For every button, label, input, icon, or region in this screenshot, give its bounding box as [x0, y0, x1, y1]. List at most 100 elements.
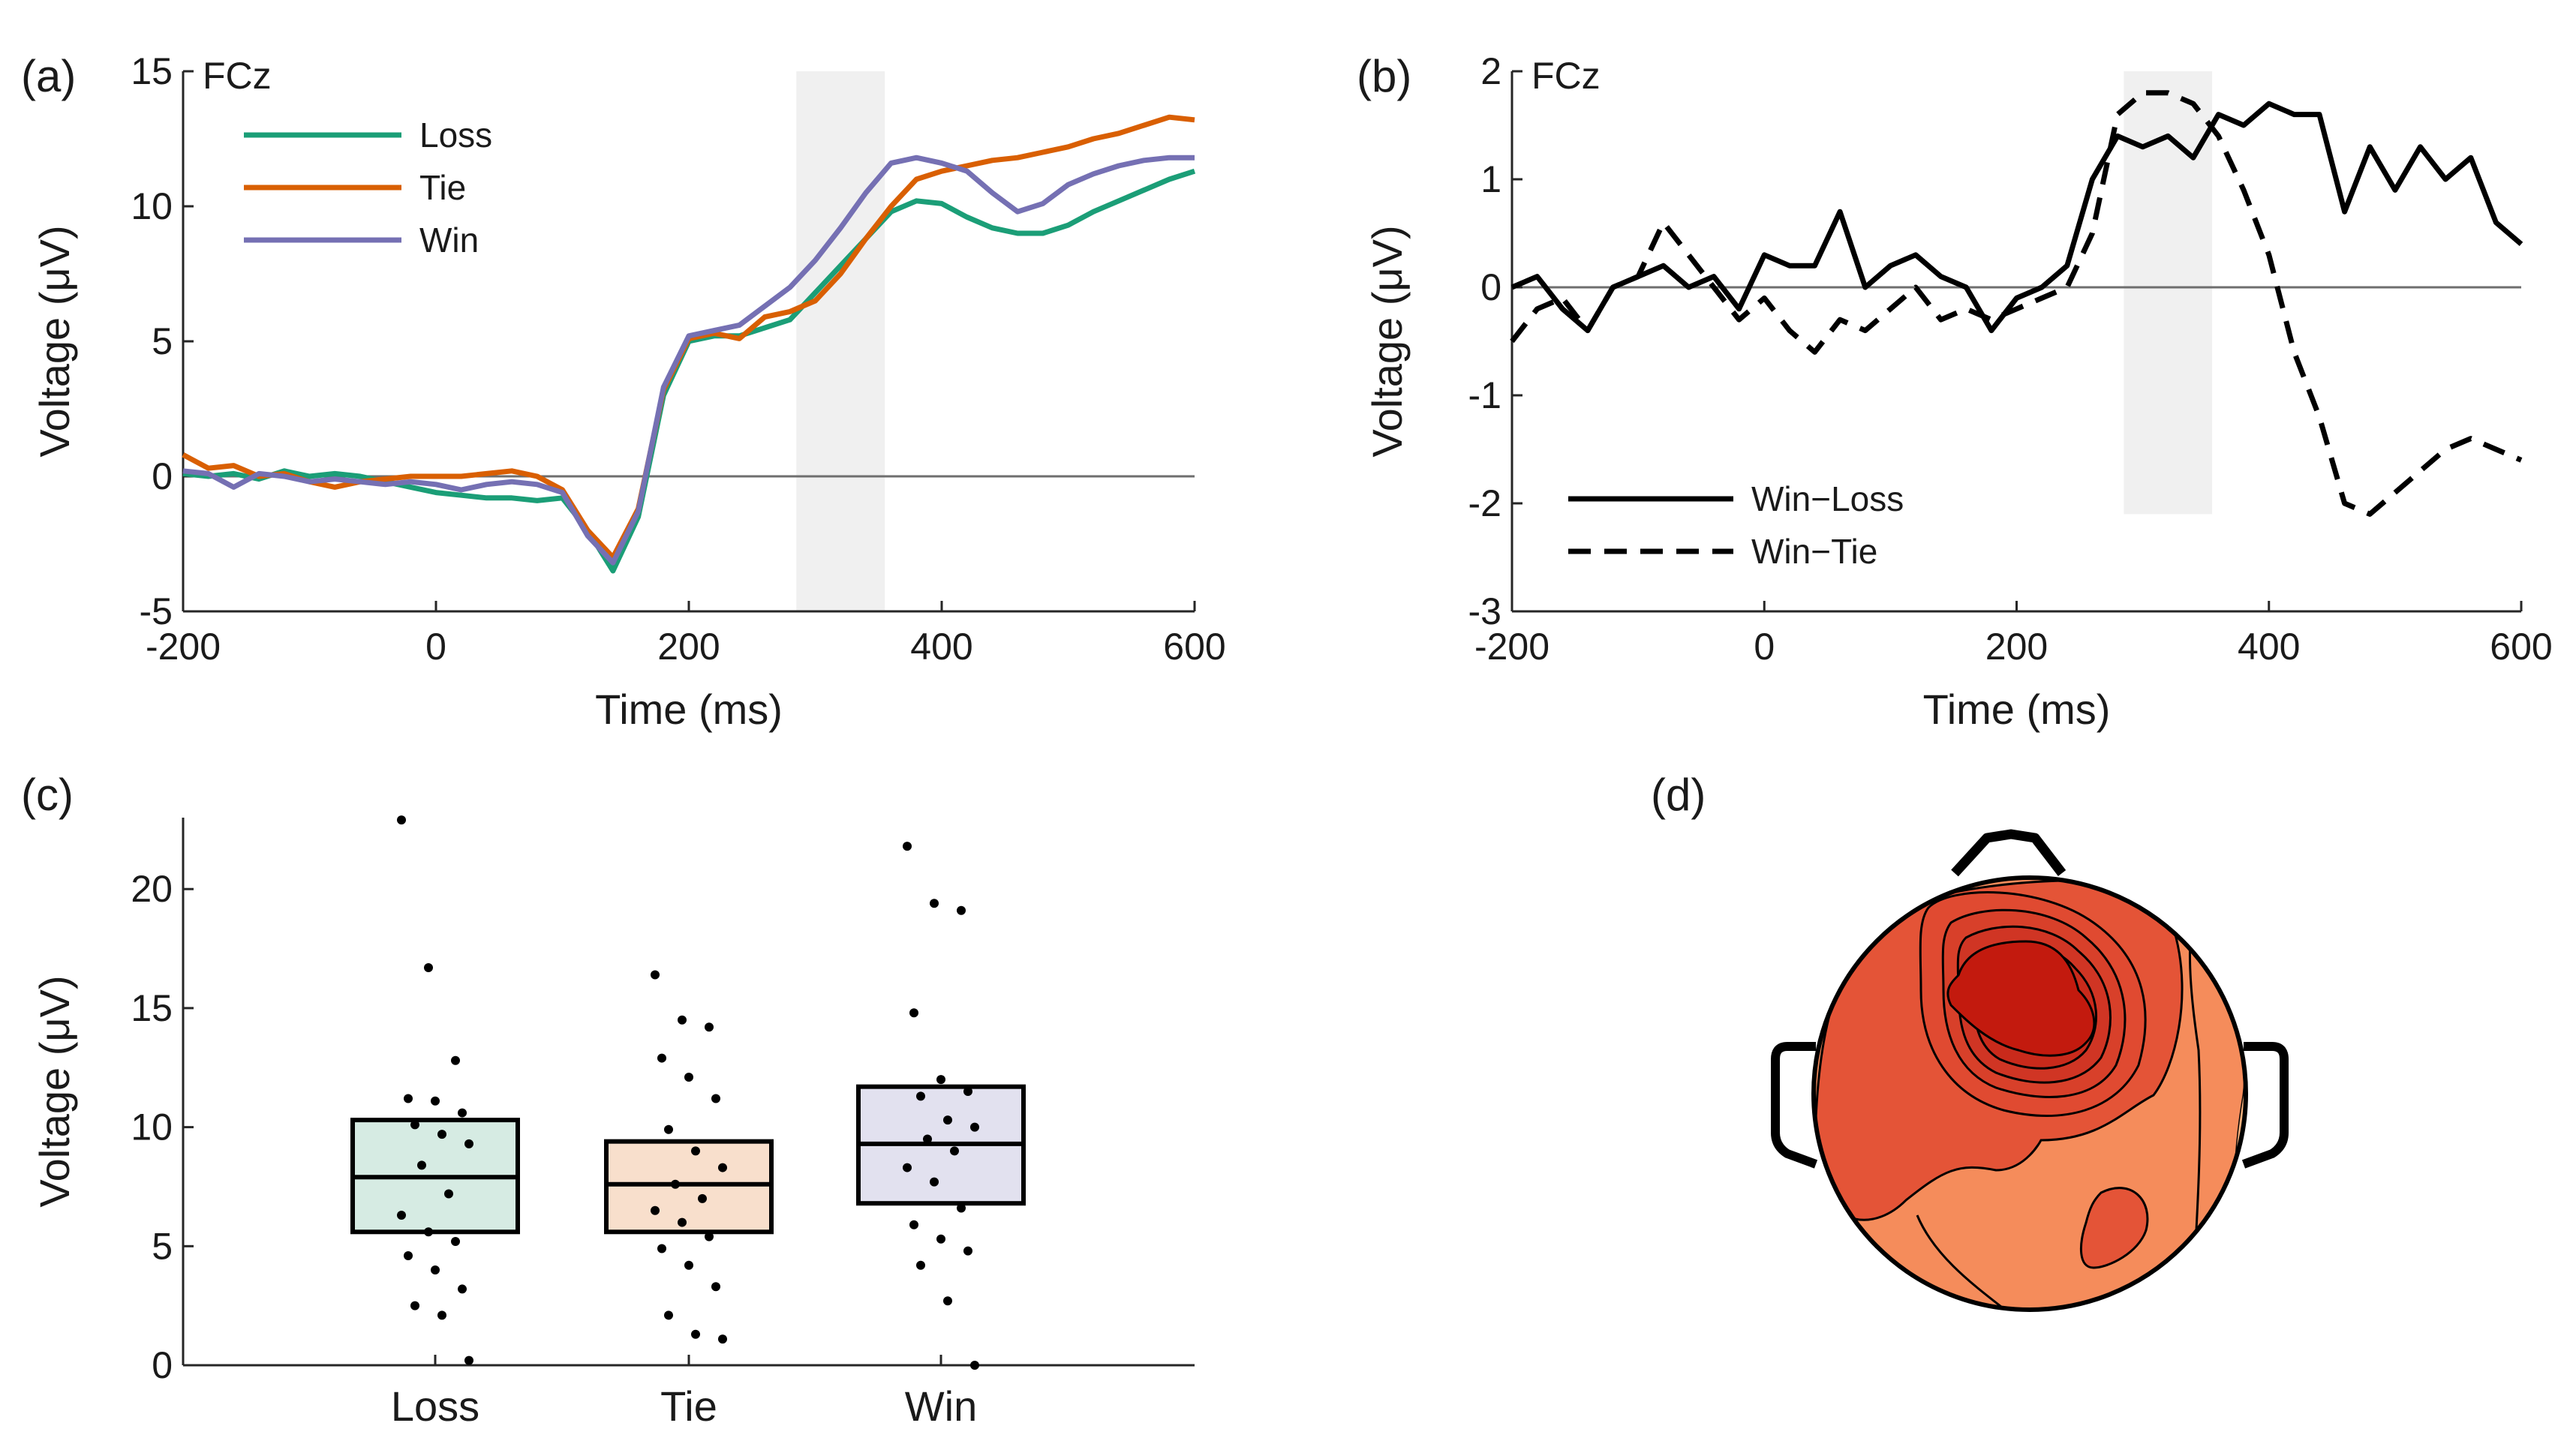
data-point-tie	[691, 1146, 700, 1156]
data-point-win	[957, 1203, 966, 1213]
data-point-win	[909, 1220, 918, 1229]
data-point-loss	[444, 1189, 453, 1199]
panel-b-x-tick-label: 200	[1985, 626, 2048, 668]
panel-a-x-tick-label: 200	[657, 626, 720, 668]
data-point-win	[930, 1177, 939, 1187]
data-point-loss	[458, 1108, 467, 1118]
data-point-win	[923, 1134, 932, 1144]
panel-a-x-tick-label: 0	[425, 626, 446, 668]
data-point-tie	[664, 1310, 673, 1320]
nose-icon	[1951, 829, 2067, 877]
data-point-loss	[464, 1139, 473, 1148]
data-point-loss	[451, 1236, 460, 1246]
panel-d: (d)	[1651, 770, 2289, 1312]
panel-b-y-tick-label: 0	[1480, 266, 1501, 308]
data-point-loss	[410, 1301, 419, 1310]
legend-label-win-loss: Win−Loss	[1751, 479, 1904, 518]
panel-c-category-label: Loss	[391, 1382, 479, 1430]
topomap-blob-contour	[2079, 1187, 2149, 1269]
data-point-loss	[437, 1130, 446, 1139]
panel-b-y-axis-label: Voltage (μV)	[1363, 225, 1411, 457]
panel-b: -200 0 200 400 600 -3 -2 -1 0 1 2 (b) FCz Time (ms) Vo…	[1357, 50, 2553, 733]
panel-b-y-tick-label: 2	[1480, 50, 1501, 92]
left-ear-icon	[1771, 1042, 1818, 1169]
panel-d-label: (d)	[1651, 770, 1706, 820]
data-point-win	[936, 1234, 945, 1244]
data-point-tie	[711, 1094, 720, 1103]
panel-a-y-tick-label: 10	[131, 185, 173, 227]
data-point-win	[957, 905, 966, 915]
data-point-tie	[711, 1282, 720, 1292]
panel-c-y-axis-label: Voltage (μV)	[31, 975, 78, 1207]
data-point-tie	[664, 1124, 673, 1134]
data-point-loss	[431, 1265, 440, 1275]
panel-b-x-axis-label: Time (ms)	[1923, 686, 2111, 733]
panel-b-y-tick-label: -2	[1468, 482, 1501, 524]
data-point-tie	[691, 1329, 700, 1339]
legend-label-loss: Loss	[419, 116, 492, 155]
legend-label-win: Win	[419, 221, 479, 260]
panel-b-label: (b)	[1357, 51, 1411, 101]
panel-b-legend: Win−Loss Win−Tie	[1568, 479, 1904, 571]
topomap-peak-contour	[1946, 940, 2096, 1057]
panel-a-y-axis-label: Voltage (μV)	[31, 225, 78, 457]
panel-a-series-loss	[182, 168, 1196, 574]
data-point-tie	[684, 1260, 693, 1270]
panel-a-x-tick-label: -200	[146, 626, 221, 668]
data-point-win	[970, 1361, 979, 1370]
panel-c-y-tick-label: 20	[131, 868, 173, 910]
data-point-loss	[397, 815, 406, 825]
panel-b-x-tick-label: -200	[1474, 626, 1550, 668]
panel-a-y-tick-label: 0	[152, 455, 173, 497]
data-point-loss	[404, 1251, 413, 1260]
panel-c-category-label: Tie	[660, 1382, 717, 1430]
panel-b-y-tick-label: -1	[1468, 374, 1501, 416]
panel-c: 0 5 10 15 20 Loss Tie Win (c) Voltage (μV)	[21, 770, 1195, 1430]
data-point-loss	[458, 1284, 467, 1294]
data-point-win	[916, 1260, 925, 1270]
panel-a-x-tick-label: 600	[1163, 626, 1225, 668]
panel-a-x-tick-label: 400	[910, 626, 972, 668]
data-point-loss	[437, 1310, 446, 1320]
panel-b-series-win-tie	[1510, 90, 2523, 517]
data-point-tie	[705, 1022, 714, 1032]
data-point-win	[903, 842, 912, 851]
panel-b-x-tick-label: 400	[2238, 626, 2300, 668]
data-point-tie	[698, 1193, 707, 1203]
topomap	[1771, 829, 2289, 1312]
panel-a-electrode: FCz	[203, 55, 272, 97]
head-outline	[1811, 875, 2248, 1312]
panel-a-analysis-window	[796, 71, 885, 611]
panel-a-legend: Loss Tie Win	[244, 116, 492, 260]
data-point-tie	[684, 1072, 693, 1082]
panel-c-y-tick-label: 15	[131, 987, 173, 1029]
panel-c-y-tick-label: 5	[152, 1225, 173, 1267]
data-point-loss	[404, 1094, 413, 1103]
data-point-win	[950, 1146, 959, 1156]
panel-b-series-win-loss	[1510, 101, 2523, 334]
data-point-loss	[464, 1355, 473, 1365]
panel-a-y-tick-label: 15	[131, 50, 173, 92]
data-point-loss	[431, 1096, 440, 1106]
panel-a-label: (a)	[21, 51, 76, 101]
data-point-tie	[705, 1232, 714, 1241]
data-point-tie	[657, 1053, 666, 1063]
data-point-win	[909, 1008, 918, 1018]
data-point-tie	[678, 1217, 687, 1227]
data-point-loss	[397, 1211, 406, 1220]
data-point-win	[936, 1075, 945, 1085]
panel-c-y-tick-label: 0	[152, 1344, 173, 1386]
data-point-win	[943, 1296, 952, 1306]
data-point-win	[943, 1115, 952, 1125]
data-point-win	[963, 1087, 972, 1096]
data-point-tie	[651, 970, 660, 980]
panel-b-x-tick-label: 0	[1754, 626, 1775, 668]
data-point-loss	[424, 962, 433, 972]
data-point-loss	[417, 1160, 426, 1170]
legend-label-win-tie: Win−Tie	[1751, 532, 1877, 571]
data-point-tie	[678, 1015, 687, 1025]
data-point-tie	[718, 1163, 727, 1172]
panel-c-category-label: Win	[905, 1382, 977, 1430]
panel-a-y-tick-label: 5	[152, 320, 173, 362]
